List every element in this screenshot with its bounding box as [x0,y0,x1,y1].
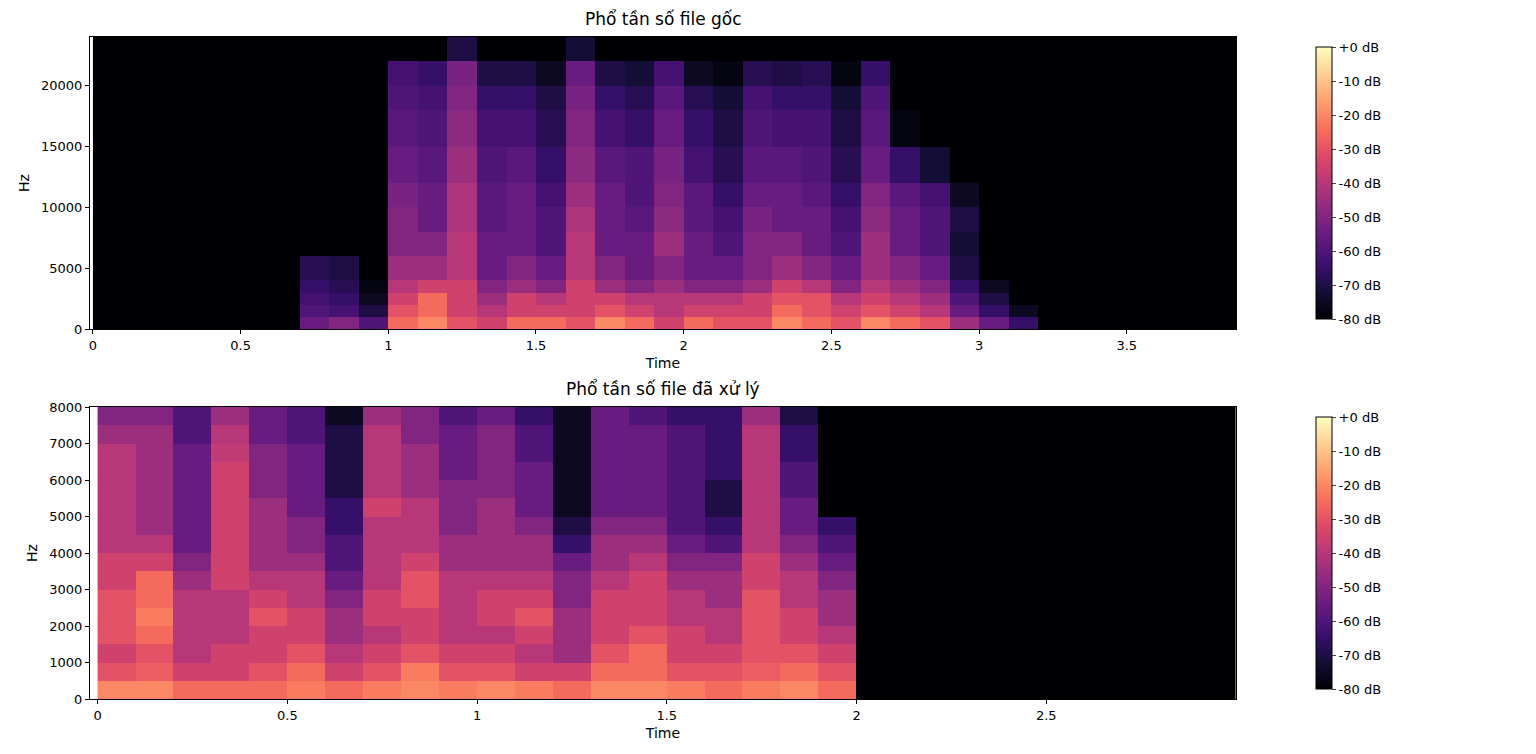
svg-text:1.5: 1.5 [656,708,677,723]
svg-text:2.5: 2.5 [821,338,842,353]
svg-text:-10 dB: -10 dB [1339,444,1382,459]
svg-text:1000: 1000 [49,655,82,670]
svg-text:-60 dB: -60 dB [1339,614,1382,629]
svg-text:-40 dB: -40 dB [1339,176,1382,191]
svg-text:1.5: 1.5 [526,338,547,353]
svg-text:1: 1 [384,338,392,353]
svg-text:+0 dB: +0 dB [1339,410,1379,425]
svg-text:-40 dB: -40 dB [1339,546,1382,561]
svg-text:Hz: Hz [24,544,40,562]
svg-text:-70 dB: -70 dB [1339,648,1382,663]
svg-text:0: 0 [74,322,82,337]
svg-text:7000: 7000 [49,436,82,451]
svg-text:-20 dB: -20 dB [1339,108,1382,123]
svg-text:4000: 4000 [49,546,82,561]
svg-text:-50 dB: -50 dB [1339,580,1382,595]
svg-text:2000: 2000 [49,619,82,634]
svg-text:5000: 5000 [49,261,82,276]
svg-text:3000: 3000 [49,582,82,597]
svg-text:0.5: 0.5 [277,708,298,723]
svg-text:Hz: Hz [16,174,32,192]
svg-text:-10 dB: -10 dB [1339,74,1382,89]
svg-text:-60 dB: -60 dB [1339,244,1382,259]
svg-text:2.5: 2.5 [1036,708,1057,723]
svg-text:-70 dB: -70 dB [1339,278,1382,293]
svg-text:3: 3 [975,338,983,353]
svg-text:0: 0 [89,338,97,353]
svg-text:0: 0 [74,692,82,707]
svg-text:Time: Time [645,725,680,741]
svg-text:-80 dB: -80 dB [1339,682,1382,697]
svg-text:2: 2 [680,338,688,353]
svg-text:-30 dB: -30 dB [1339,512,1382,527]
svg-text:0: 0 [93,708,101,723]
svg-text:2: 2 [852,708,860,723]
svg-text:Time: Time [645,355,680,371]
svg-text:10000: 10000 [41,200,82,215]
svg-text:20000: 20000 [41,78,82,93]
svg-text:+0 dB: +0 dB [1339,40,1379,55]
svg-text:5000: 5000 [49,509,82,524]
svg-text:-30 dB: -30 dB [1339,142,1382,157]
svg-text:15000: 15000 [41,139,82,154]
svg-text:3.5: 3.5 [1116,338,1137,353]
svg-text:6000: 6000 [49,473,82,488]
svg-text:0.5: 0.5 [230,338,251,353]
svg-text:-50 dB: -50 dB [1339,210,1382,225]
svg-text:-20 dB: -20 dB [1339,478,1382,493]
svg-text:Phổ tần số file đã xử lý: Phổ tần số file đã xử lý [566,379,760,399]
svg-text:1: 1 [473,708,481,723]
svg-text:Phổ tần số file gốc: Phổ tần số file gốc [585,9,742,29]
svg-text:-80 dB: -80 dB [1339,312,1382,327]
svg-text:8000: 8000 [49,400,82,415]
